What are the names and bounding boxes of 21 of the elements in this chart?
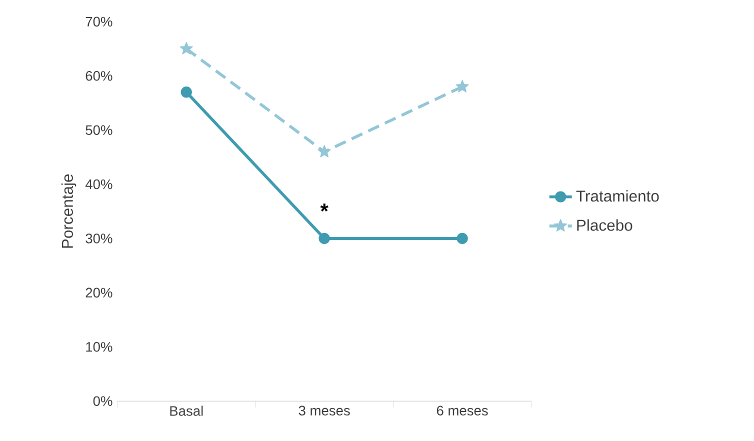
x-tick-label: 3 meses — [298, 406, 350, 416]
x-tick-label: Basal — [170, 406, 203, 416]
legend-label: Tratamiento — [576, 190, 659, 202]
point — [456, 233, 468, 244]
y-tick-label: 0% — [93, 396, 112, 406]
point — [456, 80, 469, 93]
y-tick-label: 20% — [86, 288, 112, 298]
y-tick-label: 50% — [86, 125, 112, 136]
point — [318, 233, 330, 244]
y-tick-label: 30% — [86, 234, 112, 244]
point — [318, 145, 331, 158]
point — [180, 42, 193, 55]
y-tick-label: 10% — [86, 342, 112, 352]
annotation: * — [320, 204, 328, 212]
y-tick-label: 60% — [86, 71, 112, 82]
y-tick-label: 70% — [86, 17, 112, 27]
y-tick-label: 40% — [85, 180, 112, 190]
x-tick-label: 6 meses — [436, 406, 488, 416]
point — [180, 86, 192, 98]
y-axis-title: Porcentaje — [61, 174, 76, 248]
legend-label: Placebo — [577, 220, 632, 232]
